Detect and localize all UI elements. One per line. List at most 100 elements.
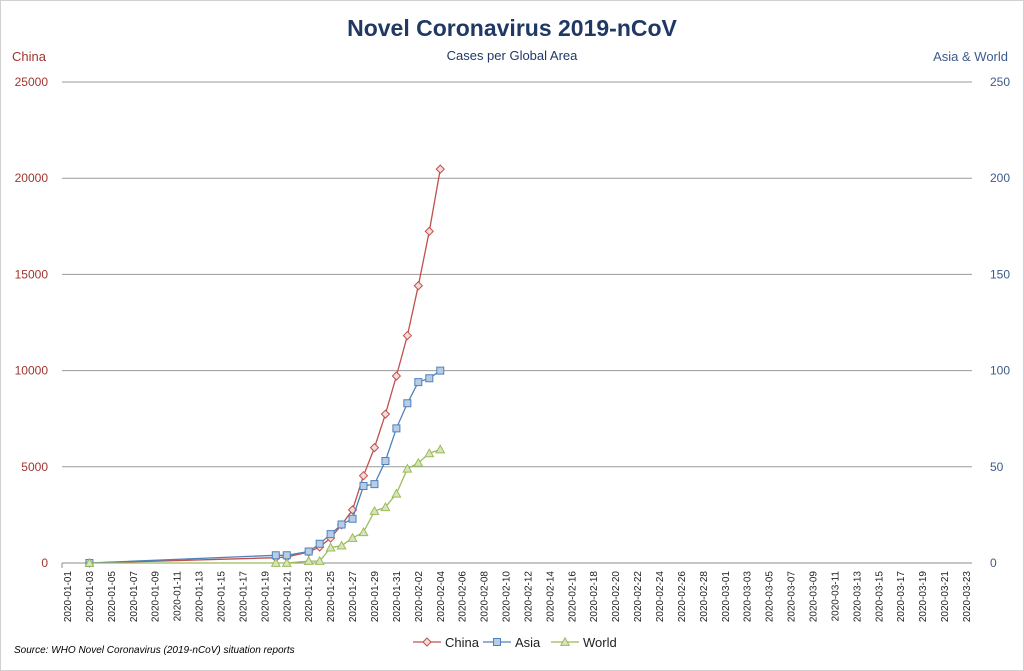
legend-label-asia: Asia xyxy=(515,635,541,650)
legend-label-china: China xyxy=(445,635,480,650)
legend: China Asia World xyxy=(413,635,617,650)
x-tick-label: 2020-03-11 xyxy=(830,571,841,622)
data-point-china xyxy=(358,471,369,481)
x-tick-label: 2020-01-21 xyxy=(282,571,293,623)
legend-item-asia: Asia xyxy=(483,635,541,650)
y-left-tick-label: 20000 xyxy=(15,171,49,185)
x-tick-label: 2020-02-08 xyxy=(480,571,491,623)
x-tick-label: 2020-03-17 xyxy=(896,571,907,623)
x-tick-label: 2020-01-29 xyxy=(370,571,381,623)
x-tick-label: 2020-01-05 xyxy=(107,571,118,623)
x-tick-label: 2020-02-22 xyxy=(633,571,644,623)
data-point-asia xyxy=(282,551,291,560)
series-asia xyxy=(85,366,445,567)
y-left-tick-label: 25000 xyxy=(15,75,49,89)
data-point-asia xyxy=(304,547,313,556)
y-right-tick-label: 200 xyxy=(990,171,1010,185)
gridlines xyxy=(61,81,972,568)
x-ticks: 2020-01-01 2020-01-03 2020-01-05 2020-01-07… xyxy=(63,571,973,623)
x-tick-label: 2020-03-21 xyxy=(940,571,951,623)
x-tick-label: 2020-01-19 xyxy=(260,571,271,623)
chart-title: Novel Coronavirus 2019-nCoV xyxy=(347,15,677,41)
x-tick-label: 2020-03-05 xyxy=(765,571,776,623)
data-point-china xyxy=(391,371,402,381)
legend-label-world: World xyxy=(583,635,617,650)
data-point-world xyxy=(270,557,281,567)
y-left-ticks: 0 5000 10000 15000 20000 25000 xyxy=(15,75,49,570)
data-point-world xyxy=(369,505,380,515)
data-point-asia xyxy=(436,366,445,375)
data-point-world xyxy=(347,532,358,542)
data-point-china xyxy=(435,164,445,174)
x-tick-label: 2020-02-14 xyxy=(545,571,556,623)
y-left-tick-label: 10000 xyxy=(15,364,49,378)
x-tick-label: 2020-03-15 xyxy=(874,571,885,623)
x-tick-label: 2020-02-18 xyxy=(589,571,600,623)
x-tick-label: 2020-01-17 xyxy=(238,571,249,623)
data-point-asia xyxy=(315,539,324,548)
x-tick-label: 2020-02-28 xyxy=(699,571,710,623)
data-point-world xyxy=(314,555,325,565)
x-tick-label: 2020-01-13 xyxy=(195,571,206,623)
series-china xyxy=(84,164,445,568)
x-tick-label: 2020-03-03 xyxy=(743,571,754,623)
data-point-china xyxy=(424,226,434,237)
x-tick-label: 2020-03-01 xyxy=(721,571,732,623)
data-point-asia xyxy=(425,374,434,383)
data-point-world xyxy=(281,557,292,567)
data-point-world xyxy=(303,555,314,565)
legend-item-world: World xyxy=(551,635,617,650)
data-point-asia xyxy=(403,399,412,408)
data-point-world xyxy=(336,540,347,550)
x-tick-label: 2020-01-07 xyxy=(129,571,140,623)
data-point-china xyxy=(413,281,424,291)
data-point-asia xyxy=(326,530,335,539)
data-point-asia xyxy=(359,482,368,491)
y-left-tick-label: 15000 xyxy=(15,267,49,281)
x-tick-label: 2020-02-20 xyxy=(611,571,622,623)
data-point-asia xyxy=(370,480,379,489)
series-line-china xyxy=(89,168,441,564)
series-line-world xyxy=(89,448,441,564)
data-point-asia xyxy=(381,457,390,466)
data-point-world xyxy=(325,542,336,552)
data-point-asia xyxy=(337,520,346,529)
data-point-china xyxy=(402,330,413,341)
x-tick-label: 2020-03-19 xyxy=(918,571,929,623)
data-point-world xyxy=(380,501,391,512)
x-tick-label: 2020-02-10 xyxy=(502,571,513,623)
legend-marker-asia xyxy=(493,638,501,646)
legend-marker-world xyxy=(559,636,571,646)
x-tick-label: 2020-01-09 xyxy=(151,571,162,623)
data-point-world xyxy=(358,526,369,537)
y-right-ticks: 0 50 100 150 200 250 xyxy=(990,75,1010,570)
series-group xyxy=(84,164,446,568)
x-tick-label: 2020-02-04 xyxy=(436,571,447,623)
data-point-world xyxy=(424,448,435,458)
x-tick-label: 2020-01-23 xyxy=(304,571,315,623)
x-tick-label: 2020-01-03 xyxy=(85,571,96,623)
x-tick-label: 2020-03-23 xyxy=(962,571,973,623)
data-point-asia xyxy=(271,551,280,560)
y-left-tick-label: 0 xyxy=(41,556,48,570)
series-world xyxy=(84,444,446,567)
x-tick-label: 2020-02-06 xyxy=(458,571,469,623)
x-tick-label: 2020-01-01 xyxy=(63,571,74,623)
data-point-asia xyxy=(392,424,401,433)
y-left-tick-label: 5000 xyxy=(21,460,48,474)
data-point-world xyxy=(402,463,413,473)
chart-subtitle: Cases per Global Area xyxy=(447,48,579,63)
y-right-tick-label: 100 xyxy=(990,364,1010,378)
x-tick-label: 2020-03-13 xyxy=(852,571,863,623)
legend-marker-china xyxy=(422,637,432,647)
x-tick-label: 2020-01-27 xyxy=(348,571,359,623)
data-point-china xyxy=(380,409,391,419)
data-point-china xyxy=(369,442,380,453)
x-tick-label: 2020-01-25 xyxy=(326,571,337,623)
data-point-world xyxy=(435,444,446,454)
x-tick-label: 2020-02-12 xyxy=(523,571,534,623)
x-tick-label: 2020-01-31 xyxy=(392,571,403,623)
data-point-asia xyxy=(414,378,423,387)
x-tick-label: 2020-03-07 xyxy=(787,571,798,623)
